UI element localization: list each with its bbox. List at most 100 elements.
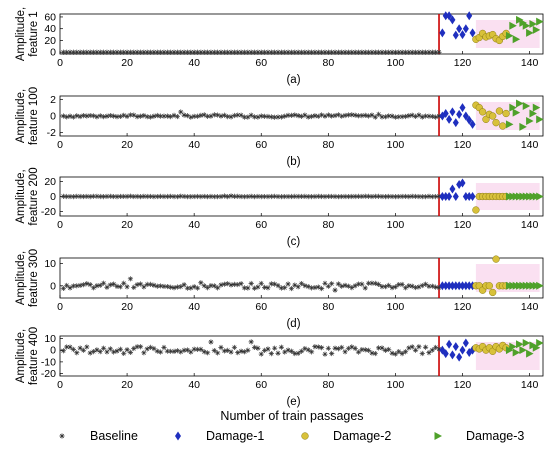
baseline-point [134, 344, 140, 350]
baseline-point [423, 344, 429, 350]
baseline-point [201, 49, 207, 55]
baseline-point [406, 49, 412, 55]
baseline-point [74, 350, 80, 356]
baseline-point [161, 344, 167, 351]
baseline-point [151, 194, 157, 200]
baseline-point [308, 49, 315, 55]
baseline-point [248, 49, 254, 55]
damage1-point [459, 30, 466, 40]
baseline-point [188, 285, 194, 291]
baseline-point [322, 113, 328, 119]
legend: Baseline Damage-1 Damage-2 Damage-3 [59, 429, 524, 443]
baseline-point [164, 283, 170, 290]
baseline-point [94, 193, 100, 199]
baseline-point [121, 193, 127, 200]
baseline-point [164, 348, 170, 354]
baseline-point [335, 346, 341, 352]
baseline-point [278, 49, 284, 55]
baseline-point [107, 282, 113, 288]
baseline-point [342, 349, 348, 355]
baseline-point [94, 283, 100, 289]
baseline-point [218, 344, 224, 351]
y-axis-label-line: feature 1 [28, 11, 40, 56]
baseline-point [349, 193, 355, 200]
x-tick-label: 80 [322, 219, 334, 231]
baseline-point [302, 112, 308, 118]
baseline-point [181, 282, 187, 288]
baseline-point [171, 112, 177, 118]
baseline-point [80, 347, 87, 353]
baseline-point [84, 113, 90, 119]
baseline-point [272, 345, 278, 351]
baseline-point [80, 282, 87, 288]
baseline-point [352, 49, 358, 55]
baseline-point [258, 280, 264, 287]
baseline-point [339, 49, 345, 55]
baseline-point [372, 350, 378, 357]
baseline-point [262, 193, 268, 200]
x-tick-label: 80 [322, 139, 334, 151]
baseline-point [141, 193, 147, 199]
baseline-point [268, 281, 274, 287]
baseline-point [178, 349, 184, 355]
baseline-point [191, 113, 197, 119]
baseline-point [436, 113, 442, 119]
baseline-point [342, 112, 348, 119]
baseline-point [298, 113, 305, 119]
baseline-point [325, 193, 331, 200]
y-axis-label: Amplitude,feature 100 [15, 87, 40, 145]
baseline-point [255, 49, 261, 55]
baseline-point [164, 113, 170, 119]
damage1-point [466, 192, 473, 201]
baseline-point [131, 49, 137, 55]
y-tick-label: 0 [50, 280, 56, 292]
baseline-point [325, 345, 331, 351]
x-tick-label: 20 [121, 301, 133, 313]
baseline-point [178, 193, 184, 199]
baseline-point [204, 49, 211, 55]
baseline-point [171, 193, 177, 200]
baseline-point [436, 193, 442, 199]
damage3-point [509, 21, 517, 30]
damage1-point [452, 342, 459, 352]
damage1-point [446, 11, 453, 21]
damage3-point [522, 21, 531, 30]
baseline-point [412, 49, 419, 55]
baseline-point [315, 113, 321, 119]
baseline-point [245, 193, 251, 200]
baseline-point [282, 49, 288, 55]
damage1-point [456, 352, 463, 362]
damage2-point [485, 282, 493, 290]
baseline-point [349, 344, 355, 350]
baseline-point [329, 113, 335, 119]
baseline-point [365, 113, 372, 119]
baseline-point [355, 349, 362, 355]
baseline-point [104, 193, 110, 200]
x-tick-label: 80 [322, 57, 334, 69]
x-tick-label: 0 [57, 301, 63, 313]
baseline-point [137, 194, 144, 200]
damage3-point [516, 99, 524, 108]
damage1-point [449, 184, 456, 194]
damage1-point [469, 119, 476, 129]
baseline-point [278, 344, 284, 350]
baseline-point [158, 283, 164, 289]
baseline-point [158, 113, 164, 119]
baseline-point [201, 112, 207, 118]
baseline-point [134, 193, 140, 200]
baseline-point [198, 280, 204, 286]
x-tick-label: 120 [454, 139, 472, 151]
baseline-point [94, 114, 100, 120]
baseline-point [319, 193, 325, 200]
baseline-point [104, 349, 110, 355]
baseline-point [101, 194, 107, 200]
damage3-point [536, 115, 544, 124]
y-axis-label-line: Amplitude, [15, 7, 27, 61]
baseline-point [345, 345, 352, 352]
damage1-point [466, 115, 473, 125]
baseline-point [386, 193, 392, 200]
baseline-point [131, 345, 137, 352]
baseline-point [225, 113, 231, 120]
baseline-point [302, 49, 308, 55]
baseline-point [221, 112, 227, 118]
